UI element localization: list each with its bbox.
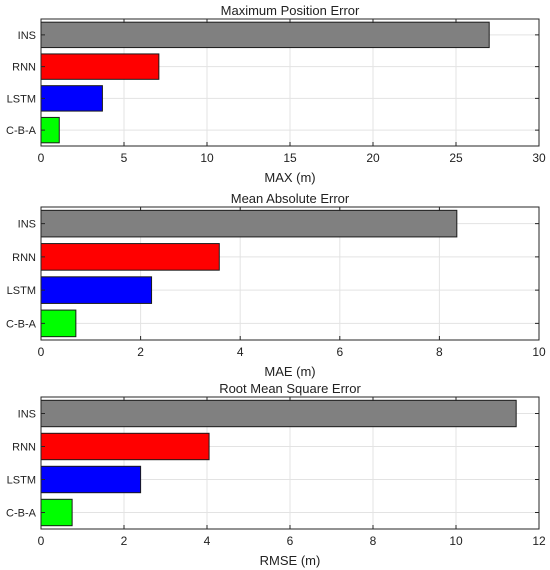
y-tick-label: LSTM — [7, 475, 36, 487]
x-tick-label: 2 — [121, 534, 128, 548]
x-tick-label: 10 — [449, 534, 463, 548]
x-axis-label: RMSE (m) — [260, 553, 321, 568]
y-tick-label: C-B-A — [6, 125, 37, 137]
x-tick-label: 10 — [532, 345, 546, 359]
x-tick-label: 4 — [237, 345, 244, 359]
bar-ins — [40, 399, 517, 428]
x-tick-label: 6 — [336, 345, 343, 359]
y-tick-label: INS — [18, 219, 36, 231]
chart-title: Mean Absolute Error — [231, 191, 350, 206]
bar-lstm — [40, 85, 103, 112]
bar-lstm — [40, 276, 153, 304]
y-tick-label: INS — [18, 30, 36, 42]
y-tick-label: LSTM — [7, 93, 36, 105]
x-axis-label: MAX (m) — [264, 170, 315, 185]
x-tick-label: 15 — [283, 151, 297, 165]
chart-title: Root Mean Square Error — [219, 381, 361, 396]
x-tick-label: 30 — [532, 151, 546, 165]
x-tick-label: 0 — [38, 151, 45, 165]
chart-panel-1: 0 5 10 15 20 25 30 INS RNN LSTM C-B-A Maximum Posit… — [6, 3, 546, 185]
x-tick-label: 0 — [38, 345, 45, 359]
x-tick-label: 8 — [370, 534, 377, 548]
y-tick-label: RNN — [12, 442, 36, 454]
y-tick-label: INS — [18, 409, 36, 421]
x-tick-label: 6 — [287, 534, 294, 548]
x-tick-label: 12 — [532, 534, 546, 548]
bar-c-b-a — [40, 498, 73, 527]
bar-ins — [40, 21, 490, 49]
x-tick-label: 5 — [121, 151, 128, 165]
chart-panel-3: 0 2 4 6 8 10 12 INS RNN LSTM C-B-A Root Mean Square… — [6, 381, 546, 568]
x-tick-label: 8 — [436, 345, 443, 359]
x-tick-label: 25 — [449, 151, 463, 165]
bar-rnn — [40, 53, 160, 80]
plot-frame — [40, 206, 540, 341]
bar-ins — [40, 209, 458, 238]
x-tick-label: 10 — [200, 151, 214, 165]
bar-rnn — [40, 432, 210, 461]
x-tick-label: 0 — [38, 534, 45, 548]
y-tick-label: C-B-A — [6, 508, 37, 520]
y-tick-label: RNN — [12, 252, 36, 264]
y-tick-label: LSTM — [7, 285, 36, 297]
chart-title: Maximum Position Error — [221, 3, 360, 18]
bar-rnn — [40, 243, 220, 271]
x-tick-label: 4 — [204, 534, 211, 548]
bar-lstm — [40, 465, 142, 494]
x-tick-label: 20 — [366, 151, 380, 165]
y-tick-label: RNN — [12, 62, 36, 74]
chart-panel-2: 0 2 4 6 8 10 INS RNN LSTM C-B-A Mean Absolute Erro… — [6, 191, 546, 379]
y-tick-label: C-B-A — [6, 318, 37, 330]
x-axis-label: MAE (m) — [264, 364, 315, 379]
x-tick-label: 2 — [137, 345, 144, 359]
bar-c-b-a — [40, 309, 77, 338]
